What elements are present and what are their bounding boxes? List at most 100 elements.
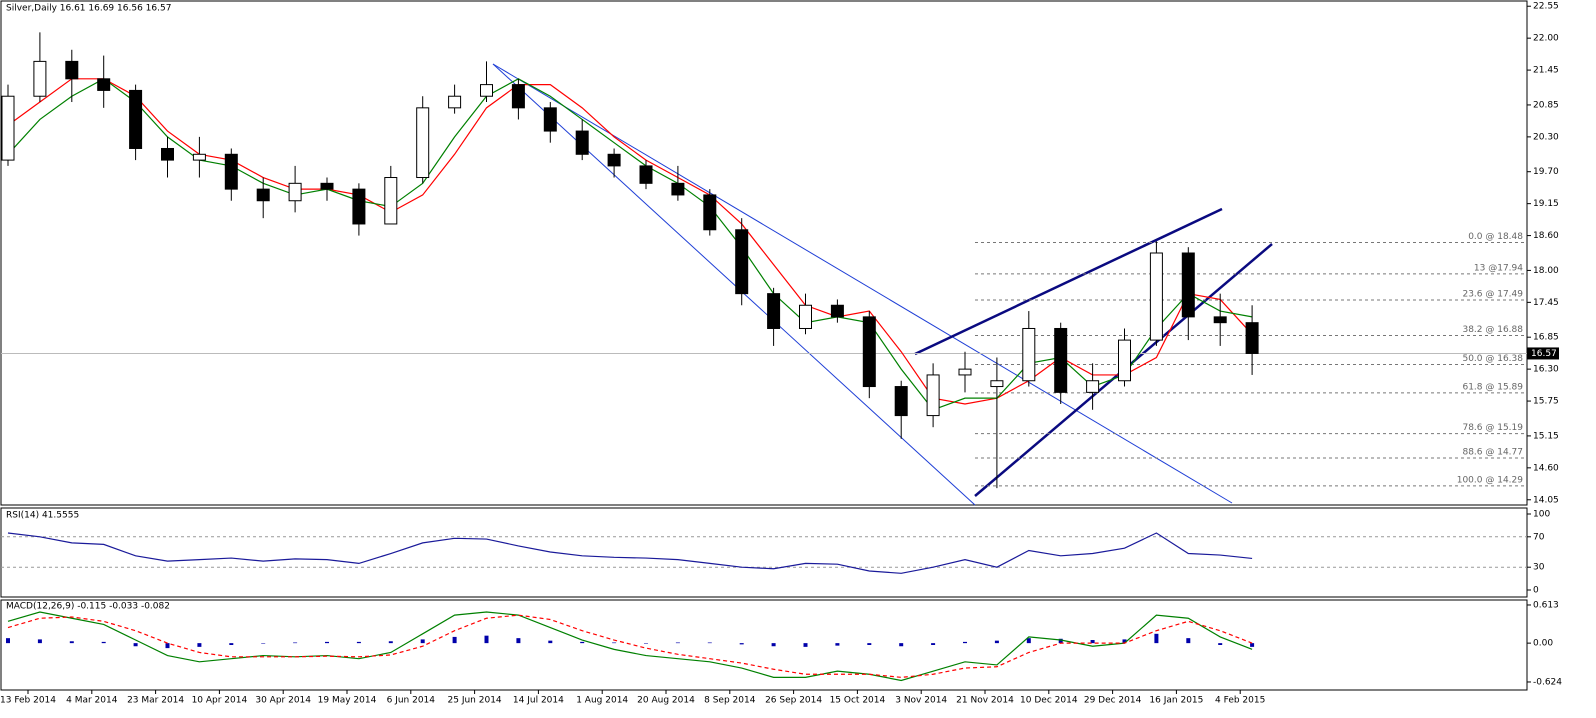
y-tick-label: 16.30 [1533,365,1559,375]
channel-upper [492,63,1233,504]
candle-body [352,188,366,225]
x-tick-label: 20 Aug 2014 [637,696,695,706]
y-tick-label: 0.00 [1533,639,1553,649]
candle-body [575,130,589,155]
fib-label: 50.0 @ 16.38 [1462,354,1523,364]
x-tick-label: 15 Oct 2014 [830,696,886,706]
y-tick-label: 20.30 [1533,132,1559,142]
macd-bar [229,643,234,645]
candle-body [894,386,908,417]
macd-bar [612,642,617,644]
moving-average [7,78,1253,411]
last-price-label: 16.57 [1531,349,1557,359]
y-tick-label: 19.15 [1533,199,1559,209]
macd-bar [580,641,585,644]
y-tick-label: 0 [1533,586,1539,596]
candle-body [926,374,940,417]
macd-bar [644,643,648,644]
y-tick-label: 14.05 [1533,495,1559,505]
x-tick-label: 25 Jun 2014 [448,696,502,706]
candle-body [256,188,270,202]
macd-bar [101,641,106,644]
candle-body [416,107,430,179]
x-tick-label: 23 Mar 2014 [127,696,184,706]
macd-bar [1218,643,1223,645]
candle-body [862,316,876,388]
candle-body [607,153,621,167]
macd-bar [1026,638,1031,644]
macd-title: MACD(12,26,9) -0.115 -0.033 -0.082 [6,602,170,612]
macd-bar [69,641,74,644]
macd-bar [994,640,999,644]
macd-bar [835,643,840,646]
fib-label: 13 @17.94 [1474,263,1523,273]
macd-line [7,611,1253,682]
macd-bar [484,635,489,644]
last-price-box [1527,347,1559,360]
y-tick-label: 21.45 [1533,66,1559,76]
y-tick-label: 14.60 [1533,463,1559,473]
x-tick-label: 30 Apr 2014 [255,696,311,706]
macd-bar [963,641,967,644]
y-tick-label: 16.85 [1533,333,1559,343]
candle-body [543,107,557,132]
x-tick-label: 16 Jan 2015 [1149,696,1203,706]
candle-body [830,304,844,318]
x-tick-label: 10 Apr 2014 [192,696,248,706]
macd-bar [1122,639,1127,644]
macd-bar [516,638,521,644]
fib-label: 61.8 @ 15.89 [1462,382,1523,392]
chart-title: Silver,Daily 16.61 16.69 16.56 16.57 [6,4,171,14]
y-tick-label: 22.00 [1533,34,1559,44]
rsi-pane [0,507,1528,598]
candle-body [703,194,717,231]
candle-body [767,293,781,329]
x-tick-label: 1 Aug 2014 [576,696,628,706]
candle-body [1,95,15,161]
macd-bar [197,643,202,647]
y-tick-label: 15.15 [1533,431,1559,441]
candle-body [990,380,1004,388]
x-tick-label: 8 Sep 2014 [704,696,756,706]
y-tick-label: 30 [1533,563,1545,573]
candle-body [224,153,238,190]
x-tick-label: 14 Jul 2014 [513,696,564,706]
candle-body [448,95,462,109]
macd-bar [675,642,680,644]
macd-bar [37,639,42,644]
macd-bar [261,643,266,644]
fib-label: 23.6 @ 17.49 [1462,290,1523,300]
candle-body [1213,316,1227,324]
fib-label: 78.6 @ 15.19 [1462,423,1523,433]
macd-bar [931,643,936,645]
macd-bar [1186,638,1191,644]
fib-label: 88.6 @ 14.77 [1462,447,1523,457]
macd-bar [1250,643,1255,647]
macd-bar [707,642,712,644]
macd-bar [6,638,10,644]
macd-bar [1154,633,1159,644]
macd-bar [1090,640,1095,644]
candle-body [384,177,398,225]
x-tick-label: 3 Nov 2014 [895,696,947,706]
x-tick-label: 4 Mar 2014 [66,696,118,706]
y-tick-label: 15.75 [1533,397,1559,407]
x-tick-label: 6 Jun 2014 [387,696,436,706]
x-tick-label: 29 Dec 2014 [1084,696,1142,706]
macd-bar [867,643,872,645]
x-tick-label: 26 Sep 2014 [765,696,822,706]
candle-body [511,84,525,109]
macd-line [7,614,1253,678]
y-tick-label: 70 [1533,532,1545,542]
y-tick-label: 20.85 [1533,100,1559,110]
macd-bar [325,641,329,644]
candle-body [1181,252,1195,318]
candle-body [288,182,302,202]
macd-bar [1058,638,1063,644]
y-tick-label: 17.45 [1533,298,1559,308]
candle-body [1149,252,1163,341]
wedge-upper [914,207,1223,356]
candle-body [671,182,685,196]
macd-bar [899,643,904,647]
